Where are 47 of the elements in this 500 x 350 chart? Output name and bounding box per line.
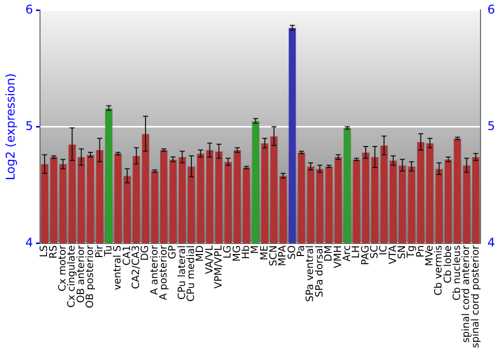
- x-tick-label: spinal cord posterior: [470, 244, 482, 348]
- x-tick-label: LG: [222, 245, 234, 259]
- x-tick-label: CPu lateral: [176, 245, 188, 300]
- x-tick-label: DM: [324, 245, 335, 262]
- x-tick-label: ME: [259, 245, 270, 260]
- y2-tick-label: 4: [487, 235, 496, 250]
- x-tick-label: Cx cingulate: [66, 245, 78, 308]
- x-tick-label: CA2/CA3: [130, 245, 142, 290]
- y-axis-title: Log2 (expression): [3, 73, 18, 180]
- x-tick-label: PAG: [360, 245, 372, 266]
- x-tick-label: GP: [168, 245, 179, 260]
- x-tick-label: CA1: [122, 245, 133, 266]
- x-tick-label: IC: [378, 245, 390, 256]
- x-tick-label: Pir: [94, 244, 106, 258]
- x-tick-label: ventral S: [112, 245, 124, 290]
- x-tick-label: M: [250, 245, 262, 254]
- x-tick-label: LH: [351, 245, 362, 258]
- x-tick-label: DG: [140, 245, 152, 261]
- x-tick-label: VA/VL: [204, 244, 216, 274]
- y-tick-label: 5: [25, 118, 34, 133]
- x-tick-label: OB posterior: [85, 244, 96, 308]
- x-tick-label: Arc: [342, 245, 353, 262]
- x-tick-label: Tg: [406, 245, 418, 259]
- x-tick-label: LS: [39, 245, 50, 258]
- x-tick-label: MD: [195, 244, 206, 262]
- x-tick-label: Tu: [103, 245, 114, 258]
- x-tick-label: SN: [396, 245, 408, 260]
- x-tick-label: Pa: [296, 245, 308, 258]
- x-tick-label: Pn: [415, 245, 426, 258]
- x-tick-label: VMH: [332, 245, 344, 268]
- y-tick-label: 4: [25, 235, 34, 250]
- x-tick-label: Cb lobe: [442, 245, 454, 284]
- x-tick-label: A anterior: [149, 244, 160, 295]
- x-tick-label: MG: [232, 245, 243, 262]
- y-tick-label: 6: [25, 2, 34, 16]
- x-tick-label: MVe: [424, 245, 436, 266]
- y2-tick-label: 6: [487, 2, 496, 16]
- x-tick-label: RS: [48, 245, 60, 259]
- x-tick-label: A posterior: [158, 244, 170, 300]
- x-tick-label: SO: [286, 245, 298, 260]
- y2-tick-label: 5: [487, 118, 496, 133]
- x-tick-label: VTA: [388, 245, 399, 264]
- x-tick-label: MPA: [278, 245, 289, 266]
- x-tick-label: spinal cord anterior: [461, 244, 472, 343]
- x-tick-label: CPu medial: [186, 245, 197, 302]
- x-tick-label: SPa dorsal: [314, 245, 326, 298]
- x-tick-label: SC: [369, 245, 380, 259]
